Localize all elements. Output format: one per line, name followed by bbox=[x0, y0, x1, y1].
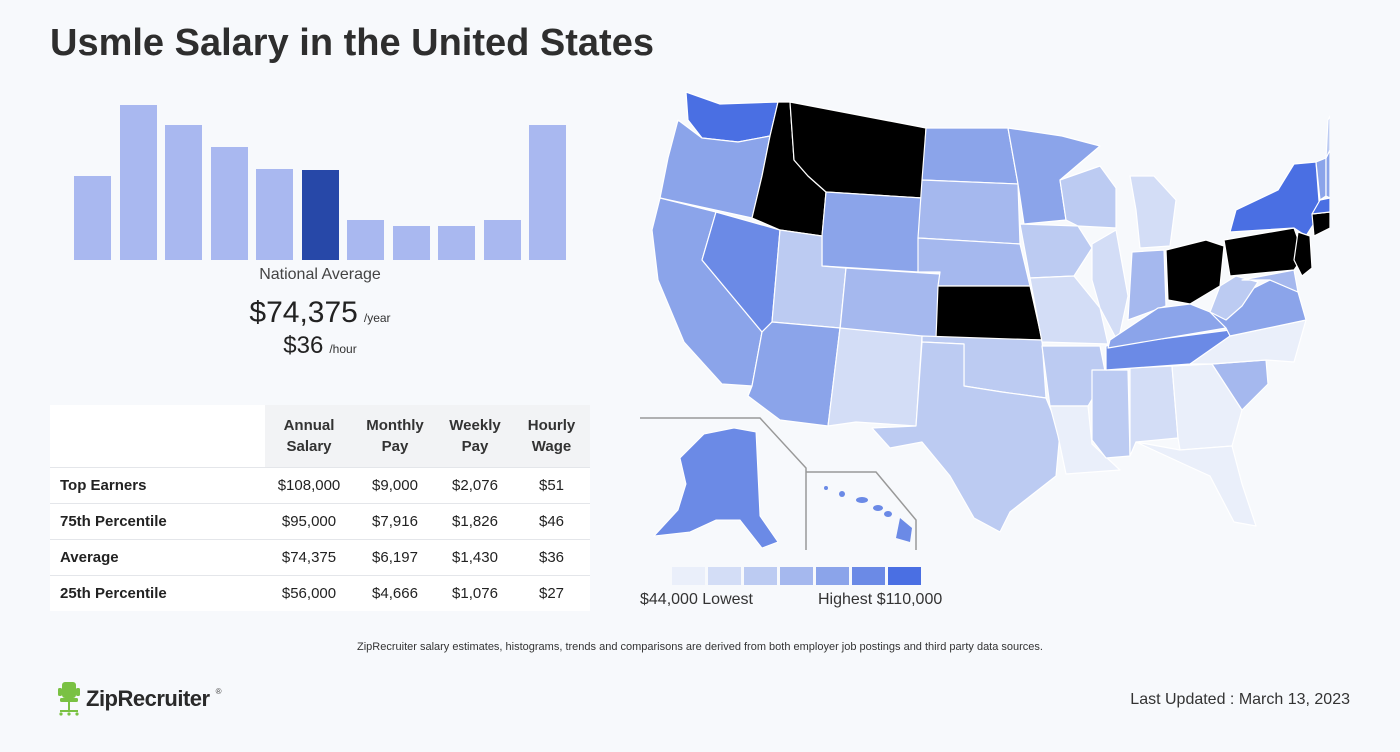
state-florida[interactable] bbox=[1135, 441, 1257, 527]
table-header-hourly: Hourly Wage bbox=[513, 405, 590, 467]
table-row: Average $74,375 $6,197 $1,430 $36 bbox=[50, 538, 590, 575]
histogram-bar bbox=[119, 105, 157, 260]
cell-monthly: $7,916 bbox=[353, 502, 437, 539]
state-south-dakota[interactable] bbox=[917, 179, 1021, 245]
state-missouri[interactable] bbox=[1029, 275, 1109, 345]
cell-weekly: $1,826 bbox=[437, 502, 513, 539]
state-washington[interactable] bbox=[685, 91, 779, 143]
cell-annual: $56,000 bbox=[265, 574, 353, 611]
state-iowa[interactable] bbox=[1019, 223, 1093, 279]
row-label: Average bbox=[50, 538, 265, 575]
annual-salary: $74,375/year bbox=[70, 296, 570, 330]
cell-monthly: $6,197 bbox=[353, 538, 437, 575]
hawaii-inset-border bbox=[806, 471, 917, 550]
state-new-york[interactable] bbox=[1229, 161, 1321, 237]
state-michigan[interactable] bbox=[1129, 175, 1177, 249]
histogram-bar bbox=[438, 226, 475, 260]
histogram-bar bbox=[529, 125, 566, 260]
state-wisconsin[interactable] bbox=[1059, 165, 1117, 229]
histogram-bar bbox=[483, 220, 521, 260]
state-texas[interactable] bbox=[871, 341, 1061, 533]
state-indiana[interactable] bbox=[1127, 249, 1167, 321]
alaska-inset-border bbox=[640, 417, 807, 550]
state-alaska[interactable] bbox=[652, 427, 779, 549]
state-hawaii[interactable] bbox=[824, 486, 912, 542]
state-north-dakota[interactable] bbox=[921, 127, 1019, 185]
map-legend bbox=[672, 567, 921, 585]
table-header-weekly: Weekly Pay bbox=[437, 405, 513, 467]
row-label: 75th Percentile bbox=[50, 502, 265, 539]
hourly-salary: $36/hour bbox=[70, 332, 570, 360]
histogram-bar bbox=[210, 147, 248, 260]
cell-monthly: $4,666 bbox=[353, 574, 437, 611]
legend-swatch bbox=[816, 567, 849, 585]
state-pennsylvania[interactable] bbox=[1223, 227, 1305, 277]
table-row: 75th Percentile $95,000 $7,916 $1,826 $4… bbox=[50, 502, 590, 539]
state-ohio[interactable] bbox=[1165, 239, 1225, 305]
cell-annual: $95,000 bbox=[265, 502, 353, 539]
cell-monthly: $9,000 bbox=[353, 466, 437, 503]
us-salary-map bbox=[640, 91, 1330, 550]
table-header-monthly: Monthly Pay bbox=[353, 405, 437, 467]
row-label: Top Earners bbox=[50, 466, 265, 503]
histogram-bar bbox=[347, 220, 384, 260]
state-new-mexico[interactable] bbox=[827, 327, 923, 427]
cell-hourly: $46 bbox=[513, 502, 590, 539]
row-label: 25th Percentile bbox=[50, 574, 265, 611]
legend-swatch bbox=[888, 567, 921, 585]
state-connecticut[interactable] bbox=[1311, 211, 1330, 237]
brand-trademark: ® bbox=[215, 686, 222, 696]
state-maryland[interactable] bbox=[1241, 269, 1299, 293]
cell-weekly: $1,430 bbox=[437, 538, 513, 575]
page-title: Usmle Salary in the United States bbox=[50, 22, 654, 64]
last-updated: Last Updated : March 13, 2023 bbox=[1130, 691, 1350, 708]
state-kansas[interactable] bbox=[935, 285, 1043, 341]
cell-hourly: $36 bbox=[513, 538, 590, 575]
hourly-salary-unit: /hour bbox=[329, 342, 357, 356]
legend-swatch bbox=[672, 567, 705, 585]
cell-annual: $108,000 bbox=[265, 466, 353, 503]
ziprecruiter-logo[interactable]: ZipRecruiter ® bbox=[58, 682, 222, 716]
brand-name: ZipRecruiter bbox=[86, 686, 210, 711]
histogram-bar bbox=[165, 125, 202, 260]
data-disclaimer: ZipRecruiter salary estimates, histogram… bbox=[357, 641, 1043, 653]
salary-table: Annual Salary Monthly Pay Weekly Pay Hourly… bbox=[50, 405, 590, 611]
histogram-bar bbox=[392, 226, 430, 260]
cell-hourly: $27 bbox=[513, 574, 590, 611]
legend-swatch bbox=[744, 567, 777, 585]
cell-weekly: $1,076 bbox=[437, 574, 513, 611]
cell-annual: $74,375 bbox=[265, 538, 353, 575]
state-mississippi[interactable] bbox=[1091, 369, 1131, 459]
legend-low-label: $44,000 Lowest bbox=[640, 591, 753, 608]
histogram-bar bbox=[74, 176, 111, 260]
legend-swatch bbox=[780, 567, 813, 585]
national-average-label: National Average bbox=[259, 266, 381, 283]
cell-hourly: $51 bbox=[513, 466, 590, 503]
chair-icon bbox=[58, 682, 80, 716]
table-header-annual: Annual Salary bbox=[265, 405, 353, 467]
table-header-blank bbox=[50, 405, 265, 467]
legend-swatch bbox=[852, 567, 885, 585]
annual-salary-value: $74,375 bbox=[249, 296, 358, 329]
annual-salary-unit: /year bbox=[363, 311, 391, 325]
salary-histogram bbox=[70, 100, 570, 260]
histogram-bar-average bbox=[301, 170, 339, 260]
table-row: Top Earners $108,000 $9,000 $2,076 $51 bbox=[50, 466, 590, 503]
state-arizona[interactable] bbox=[747, 321, 841, 427]
legend-swatch bbox=[708, 567, 741, 585]
state-massachusetts[interactable] bbox=[1311, 197, 1330, 215]
table-row: 25th Percentile $56,000 $4,666 $1,076 $2… bbox=[50, 574, 590, 611]
table-header-row: Annual Salary Monthly Pay Weekly Pay Hourly… bbox=[50, 405, 590, 467]
state-new-jersey[interactable] bbox=[1293, 231, 1313, 277]
state-maine[interactable] bbox=[1325, 115, 1330, 159]
cell-weekly: $2,076 bbox=[437, 466, 513, 503]
legend-high-label: Highest $110,000 bbox=[818, 591, 943, 608]
state-wyoming[interactable] bbox=[821, 191, 923, 273]
state-louisiana[interactable] bbox=[1049, 405, 1121, 475]
hourly-salary-value: $36 bbox=[283, 332, 324, 359]
histogram-bar bbox=[256, 169, 293, 260]
